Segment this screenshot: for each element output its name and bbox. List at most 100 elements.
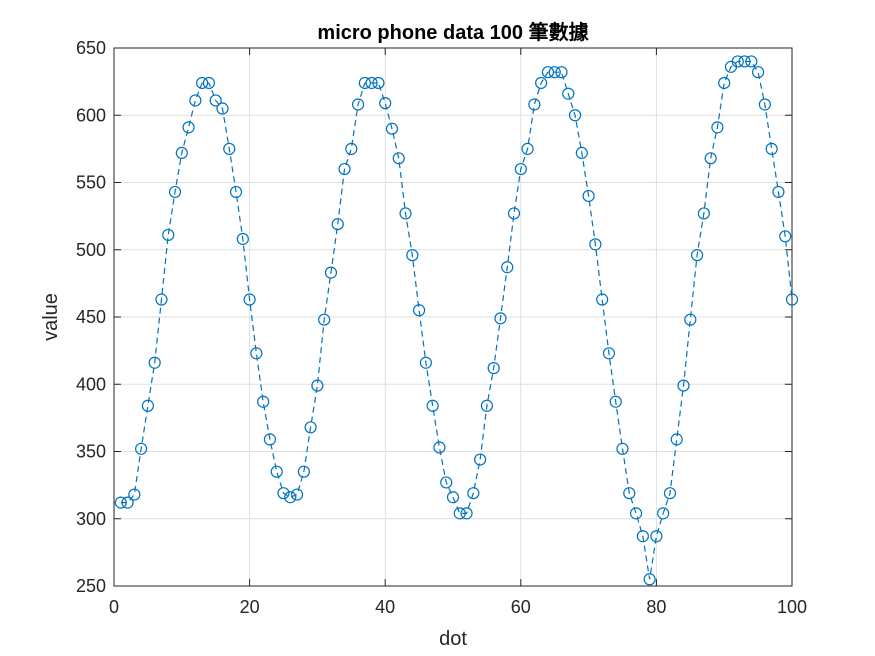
data-point <box>548 66 561 79</box>
data-point <box>541 66 555 79</box>
y-tick-label: 450 <box>76 307 106 327</box>
x-tick-label: 60 <box>511 597 531 617</box>
data-point <box>351 98 365 111</box>
series-layer <box>114 55 799 586</box>
data-point <box>501 261 514 274</box>
data-point <box>650 530 663 543</box>
data-point <box>338 162 351 176</box>
data-point <box>779 230 792 243</box>
data-point <box>399 207 412 220</box>
data-point <box>562 87 575 100</box>
data-point <box>216 102 229 115</box>
data-point <box>426 399 439 412</box>
data-point <box>121 496 134 509</box>
data-point <box>568 109 582 122</box>
data-point <box>196 76 209 90</box>
y-tick-label: 550 <box>76 173 106 193</box>
data-point <box>521 142 534 155</box>
x-tick-label: 0 <box>109 597 119 617</box>
x-tick-label: 100 <box>777 597 807 617</box>
x-tick-label: 80 <box>646 597 666 617</box>
chart-title: micro phone data 100 筆數據 <box>317 20 589 44</box>
data-point <box>582 189 595 203</box>
data-point <box>589 238 602 251</box>
data-point <box>745 55 758 68</box>
data-point <box>413 304 426 317</box>
data-point <box>270 465 283 478</box>
y-tick-label: 650 <box>76 38 106 58</box>
data-point <box>358 76 371 90</box>
data-point <box>711 121 724 134</box>
y-tick-label: 500 <box>76 240 106 260</box>
data-point <box>684 313 697 326</box>
data-point <box>345 142 358 155</box>
y-tick-label: 300 <box>76 509 106 529</box>
data-point <box>311 379 324 392</box>
data-point <box>487 362 500 375</box>
data-point <box>433 441 446 454</box>
data-point <box>514 162 527 176</box>
data-point <box>738 55 751 68</box>
data-point <box>494 312 507 325</box>
data-point <box>704 152 717 165</box>
data-point <box>453 507 466 520</box>
axis-tick-labels: 0 20 40 60 80 100 250 300 350 400 450 500 550 600 650 <box>76 38 807 617</box>
data-point <box>182 121 195 134</box>
data-point <box>629 507 643 520</box>
data-point <box>643 573 656 586</box>
data-point <box>365 76 378 90</box>
y-axis-label: value <box>40 293 62 341</box>
data-point <box>141 399 154 412</box>
data-point <box>718 76 731 90</box>
data-point <box>446 491 460 504</box>
data-point <box>379 97 392 110</box>
data-point <box>162 228 175 242</box>
data-point <box>636 530 649 543</box>
data-point <box>575 146 588 160</box>
data-point <box>243 293 256 306</box>
data-point <box>263 433 277 446</box>
data-point <box>175 146 188 160</box>
data-point <box>168 185 182 199</box>
data-point <box>474 453 487 466</box>
y-tick-label: 350 <box>76 442 106 462</box>
y-tick-label: 250 <box>76 576 106 596</box>
data-point <box>670 433 683 446</box>
y-tick-label: 600 <box>76 105 106 125</box>
data-point <box>257 395 270 408</box>
series-line <box>120 60 793 580</box>
data-point <box>616 442 629 455</box>
data-point <box>202 76 216 90</box>
x-axis-label: dot <box>439 628 467 650</box>
data-point <box>731 55 744 68</box>
data-point <box>277 487 290 500</box>
data-point <box>419 356 432 369</box>
data-point <box>528 98 541 111</box>
data-point <box>596 293 609 306</box>
data-point <box>765 142 778 155</box>
data-point <box>250 347 263 360</box>
data-point <box>480 399 493 412</box>
data-point <box>385 122 399 135</box>
grid <box>114 48 792 586</box>
data-point <box>507 207 521 220</box>
data-point <box>114 496 127 509</box>
data-point <box>209 94 222 107</box>
data-point <box>751 66 765 79</box>
data-point <box>690 249 704 262</box>
data-point <box>372 76 385 90</box>
data-point <box>223 142 236 155</box>
x-tick-label: 20 <box>240 597 260 617</box>
data-point <box>657 507 670 520</box>
data-point <box>623 487 636 500</box>
data-point <box>677 379 690 392</box>
data-point <box>155 293 168 306</box>
data-point <box>440 476 453 489</box>
data-point <box>392 152 405 165</box>
data-point <box>460 507 473 520</box>
data-point <box>331 218 344 231</box>
data-point <box>758 98 771 111</box>
data-point <box>609 395 622 408</box>
data-point <box>318 313 331 326</box>
